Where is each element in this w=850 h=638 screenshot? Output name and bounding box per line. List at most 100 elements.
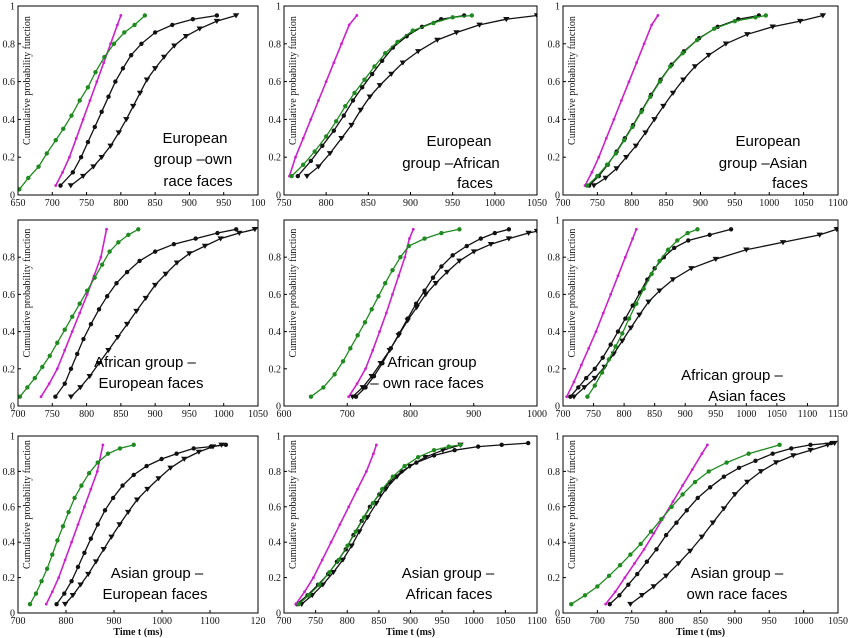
y-tick-label: 0.4 [269,327,282,338]
data-point-green [584,183,590,188]
data-point-black-circle [684,508,689,513]
data-point-magenta [63,558,67,562]
x-tick-label: 950 [727,198,742,209]
data-point-black-circle [113,79,118,84]
data-point-magenta [324,80,328,83]
data-point-green [746,451,751,456]
x-tick-label: 1000 [152,616,172,627]
data-point-black-triangle [660,103,667,110]
series-line-green [310,228,460,398]
x-tick-label: 1100 [200,616,220,627]
y-tick-label: 0.2 [548,364,561,375]
data-point-green [648,94,653,99]
data-point-green [300,162,306,167]
data-point-black-triangle [90,164,97,170]
data-point-black-circle [75,564,81,570]
data-point-black-circle [106,94,111,99]
y-tick-label: 0.2 [3,153,16,164]
data-point-black-circle [88,536,94,541]
data-point-black-triangle [691,64,699,70]
data-point-black-triangle [399,60,407,66]
x-tick-label: 950 [762,616,777,627]
data-point-black-circle [452,447,457,453]
x-tick-label: 950 [435,616,450,627]
data-point-black-triangle [404,318,411,324]
data-point-black-circle [674,520,679,525]
x-tick-label: 850 [693,616,708,627]
data-point-green [402,463,407,469]
panel-annotation: African group – [94,354,196,371]
data-point-green [630,124,635,130]
series-black-circle [54,442,229,607]
data-point-green [372,64,377,69]
data-point-black-circle [600,355,605,360]
y-tick-label: 0.8 [3,39,16,50]
data-point-magenta [355,14,359,17]
data-point-magenta [320,558,324,562]
data-point-green [732,18,738,24]
data-point-green [47,353,52,358]
x-tick-label: 750 [45,409,60,420]
x-tick-label: 800 [319,198,334,209]
data-point-green [92,275,97,280]
data-point-black-triangle [303,173,311,179]
data-point-black-triangle [251,227,258,233]
data-point-black-triangle [348,543,355,549]
panel-annotation: Asian group – [111,565,204,582]
panel-annotation: race faces [163,173,232,190]
series-line-black-circle [54,228,237,398]
data-point-black-triangle [709,520,717,526]
data-point-green [595,584,600,589]
data-point-magenta [88,99,92,102]
data-point-green [50,552,55,557]
data-point-black-triangle [744,479,751,485]
data-point-black-triangle [570,394,578,400]
data-point-green [592,383,597,388]
data-point-green [321,385,326,390]
data-point-black-triangle [338,136,345,142]
data-point-black-circle [753,458,758,463]
data-point-black-triangle [377,360,384,367]
data-point-black-circle [171,241,177,247]
data-point-magenta [85,293,89,296]
data-point-black-triangle [114,334,121,341]
data-point-black-triangle [173,260,181,266]
data-point-black-triangle [167,465,174,471]
data-point-green [613,151,619,156]
data-point-black-circle [369,71,375,77]
data-point-green [439,230,444,236]
data-point-black-circle [53,394,58,399]
data-point-magenta [609,293,613,296]
data-point-black-circle [707,485,713,490]
data-point-black-circle [295,173,300,179]
data-point-black-triangle [505,236,513,242]
data-point-green [79,483,84,488]
data-point-black-triangle [95,360,103,367]
data-point-green [383,51,388,56]
x-tick-label: 900 [678,409,693,420]
data-point-black-triangle [453,30,460,36]
data-point-black-circle [308,158,314,164]
data-point-magenta [372,452,375,456]
panel-annotation: African faces [406,586,493,603]
data-point-black-triangle [330,570,337,576]
data-point-green [668,64,673,69]
y-axis-label: Cumulative probability function [288,229,299,358]
x-tick-label: 700 [45,198,60,209]
y-tick-label: 0 [555,402,560,413]
data-point-black-triangle [92,559,100,565]
x-tick-label: 1100 [527,616,547,627]
data-point-black-triangle [162,271,169,277]
data-point-black-triangle [326,151,334,157]
y-axis-label: Cumulative probability function [567,229,578,358]
data-point-green [606,357,612,362]
series-magenta [583,14,660,187]
data-point-green [95,460,100,465]
y-tick-label: 0.8 [548,39,561,50]
data-point-black-triangle [124,509,132,515]
series-black-circle [53,227,239,399]
data-point-green [657,79,663,84]
x-tick-label: 900 [148,409,163,420]
data-point-black-triangle [613,166,620,172]
x-tick-label: 1000 [759,198,779,209]
